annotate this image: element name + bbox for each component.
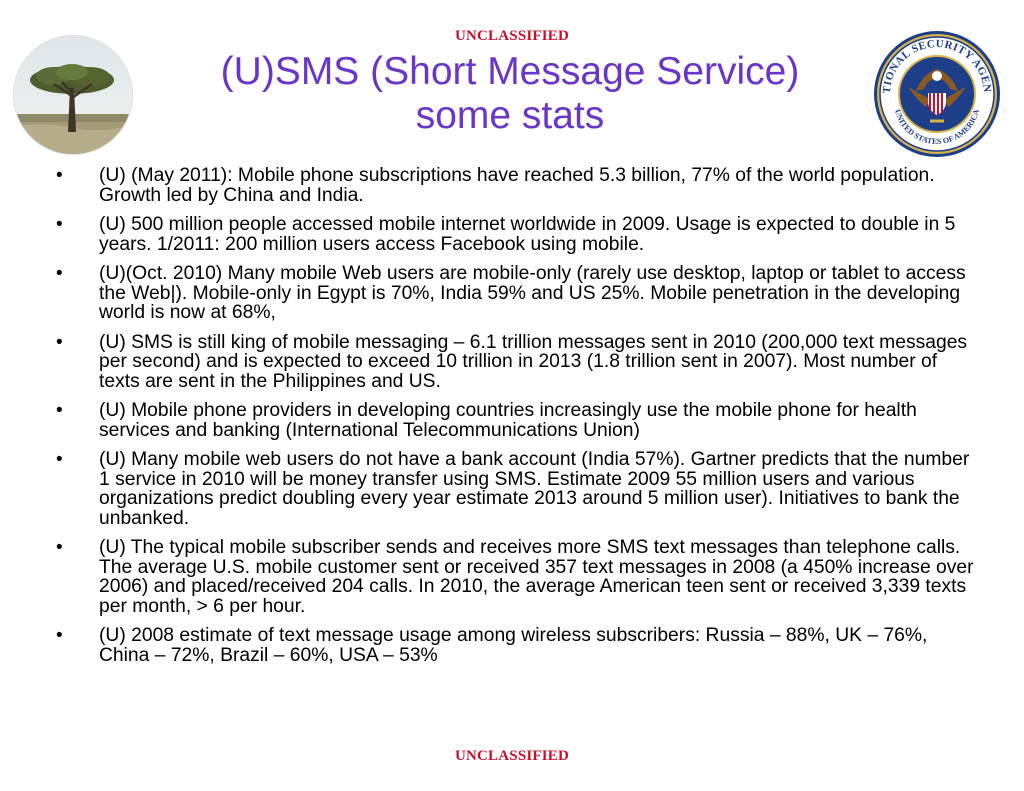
list-item: • (U) SMS is still king of mobile messagi… — [56, 331, 976, 392]
list-item: • (U)(Oct. 2010) Many mobile Web users ar… — [56, 264, 976, 323]
list-item: • (U) Many mobile web users do not have a… — [56, 450, 976, 528]
slide-title-line2: some stats — [415, 94, 605, 137]
bullet-icon: • — [56, 263, 63, 284]
slide-title: (U)SMS (Short Message Service) some stat… — [150, 50, 870, 138]
bullet-text: (U) The typical mobile subscriber sends … — [99, 537, 974, 617]
bullet-text: (U)(Oct. 2010) Many mobile Web users are… — [99, 263, 966, 323]
bullet-text: (U) (May 2011): Mobile phone subscriptio… — [99, 165, 935, 206]
classification-bottom: UNCLASSIFIED — [454, 748, 570, 764]
classification-top: UNCLASSIFIED — [454, 28, 570, 44]
bullet-text: (U) Many mobile web users do not have a … — [99, 449, 970, 529]
list-item: • (U) 2008 estimate of text message usage… — [56, 626, 976, 665]
bullet-list: • (U) (May 2011): Mobile phone subscripti… — [56, 166, 976, 675]
list-item: • (U) 500 million people accessed mobile … — [56, 215, 976, 254]
bullet-text: (U) SMS is still king of mobile messagin… — [99, 331, 968, 392]
bullet-text: (U) 2008 estimate of text message usage … — [99, 625, 928, 666]
bullet-icon: • — [56, 214, 63, 235]
nsa-seal-icon: NATIONAL SECURITY AGENCY UNITED STATES O… — [864, 20, 1006, 159]
list-item: • (U) (May 2011): Mobile phone subscripti… — [56, 166, 976, 205]
bullet-text: (U) Mobile phone providers in developing… — [99, 400, 917, 441]
bullet-text: (U) 500 million people accessed mobile i… — [99, 214, 956, 255]
bullet-icon: • — [56, 400, 63, 421]
bullet-icon: • — [56, 537, 63, 558]
slide-title-line1: (U)SMS (Short Message Service) — [220, 50, 800, 93]
tree-photo-icon — [14, 36, 132, 154]
bullet-icon: • — [56, 449, 63, 470]
bullet-icon: • — [56, 165, 63, 186]
list-item: • (U) Mobile phone providers in developin… — [56, 401, 976, 440]
bullet-icon: • — [56, 625, 63, 646]
list-item: • (U) The typical mobile subscriber sends… — [56, 538, 976, 616]
bullet-icon: • — [56, 331, 63, 353]
